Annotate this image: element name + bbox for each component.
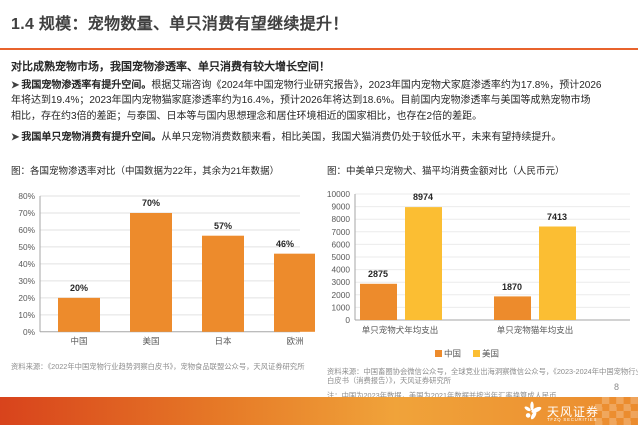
svg-text:80%: 80% xyxy=(18,191,35,201)
svg-text:10000: 10000 xyxy=(327,189,350,199)
svg-text:7000: 7000 xyxy=(332,227,351,237)
svg-text:6000: 6000 xyxy=(332,239,351,249)
svg-text:5000: 5000 xyxy=(332,252,351,262)
svg-text:中国: 中国 xyxy=(444,349,461,359)
svg-text:40%: 40% xyxy=(18,259,35,269)
svg-text:2000: 2000 xyxy=(332,290,351,300)
svg-text:60%: 60% xyxy=(18,225,35,235)
svg-text:70%: 70% xyxy=(142,198,160,208)
svg-text:美国: 美国 xyxy=(142,336,159,346)
svg-text:4000: 4000 xyxy=(332,265,351,275)
svg-text:2875: 2875 xyxy=(368,269,388,279)
svg-text:中国: 中国 xyxy=(70,336,87,346)
svg-text:30%: 30% xyxy=(18,276,35,286)
svg-text:7413: 7413 xyxy=(547,212,567,222)
svg-text:20%: 20% xyxy=(18,293,35,303)
svg-text:9000: 9000 xyxy=(332,202,351,212)
svg-text:单只宠物猫年均支出: 单只宠物猫年均支出 xyxy=(497,325,574,335)
svg-text:美国: 美国 xyxy=(482,349,499,359)
svg-text:57%: 57% xyxy=(214,221,232,231)
svg-text:1870: 1870 xyxy=(502,282,522,292)
svg-text:20%: 20% xyxy=(70,283,88,293)
svg-text:单只宠物犬年均支出: 单只宠物犬年均支出 xyxy=(362,325,439,335)
svg-text:46%: 46% xyxy=(276,239,294,249)
svg-text:欧洲: 欧洲 xyxy=(286,336,303,346)
svg-text:0: 0 xyxy=(345,315,350,325)
svg-text:70%: 70% xyxy=(18,208,35,218)
svg-text:10%: 10% xyxy=(18,310,35,320)
svg-text:8000: 8000 xyxy=(332,214,351,224)
svg-text:8974: 8974 xyxy=(413,192,433,202)
svg-text:1000: 1000 xyxy=(332,302,351,312)
svg-text:0%: 0% xyxy=(23,327,36,337)
svg-text:3000: 3000 xyxy=(332,277,351,287)
svg-text:日本: 日本 xyxy=(214,336,232,346)
svg-text:50%: 50% xyxy=(18,242,35,252)
